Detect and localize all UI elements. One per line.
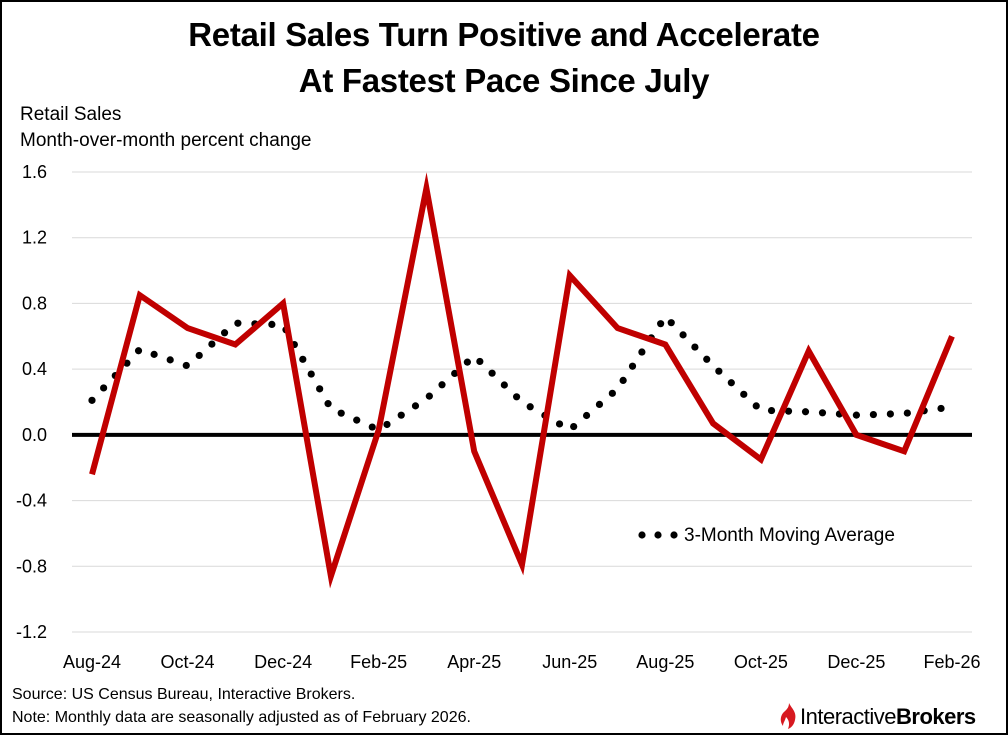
- moving-average-point: [582, 411, 591, 420]
- moving-average-point: [208, 340, 216, 348]
- moving-average-point: [657, 320, 665, 328]
- moving-average-point: [852, 411, 861, 419]
- moving-average-point: [679, 331, 687, 339]
- moving-average-point: [703, 355, 711, 363]
- moving-average-point: [353, 416, 361, 424]
- moving-average-point: [619, 376, 627, 384]
- moving-average-point: [752, 402, 760, 410]
- x-tick-label: Feb-26: [923, 652, 980, 672]
- chart-title-line-1: Retail Sales Turn Positive and Accelerat…: [188, 16, 820, 53]
- y-tick-label: 0.0: [22, 425, 47, 445]
- moving-average-point: [818, 409, 827, 417]
- moving-average-point: [937, 404, 945, 413]
- moving-average-point: [555, 420, 564, 428]
- moving-average-point: [512, 393, 521, 401]
- y-tick-label: -0.8: [16, 556, 47, 576]
- legend-marker-dot: [670, 531, 678, 539]
- source-note: Source: US Census Bureau, Interactive Br…: [12, 686, 356, 703]
- moving-average-point: [476, 357, 484, 366]
- moving-average-point: [182, 361, 190, 370]
- retail-sales-line: [89, 172, 955, 589]
- x-tick-label: Oct-25: [734, 652, 788, 672]
- moving-average-point: [451, 369, 459, 378]
- moving-average-point: [425, 392, 433, 400]
- x-tick-label: Apr-25: [447, 652, 501, 672]
- moving-average-point: [500, 381, 508, 389]
- logo-word-1: Interactive: [800, 704, 897, 729]
- moving-average-point: [150, 350, 158, 358]
- x-tick-label: Dec-25: [827, 652, 885, 672]
- moving-average-point: [903, 409, 911, 417]
- y-tick-label: -0.4: [16, 491, 47, 511]
- moving-average-point: [316, 385, 324, 393]
- y-axis-label: Retail Sales: [20, 104, 122, 125]
- moving-average-point: [740, 390, 748, 398]
- moving-average-point: [234, 319, 242, 327]
- flame-icon: [780, 703, 796, 729]
- moving-average-point: [595, 400, 604, 409]
- moving-average-point: [166, 356, 174, 364]
- moving-average-point: [886, 410, 894, 418]
- moving-average-point: [638, 348, 646, 356]
- y-tick-label: 1.6: [22, 162, 47, 182]
- logo-wordmark: InteractiveBrokers: [800, 704, 976, 730]
- moving-average-point: [526, 403, 534, 411]
- moving-average-point: [691, 343, 699, 351]
- y-axis-sublabel: Month-over-month percent change: [20, 130, 312, 151]
- moving-average-point: [411, 402, 420, 410]
- moving-average-point: [368, 423, 376, 431]
- legend-marker-dot: [654, 531, 662, 539]
- moving-average-point: [438, 381, 446, 389]
- moving-average-point: [88, 396, 96, 404]
- moving-average-point: [667, 319, 675, 327]
- x-tick-label: Oct-24: [161, 652, 215, 672]
- moving-average-point: [628, 362, 637, 370]
- moving-average-point: [100, 384, 108, 392]
- moving-average-point: [307, 370, 315, 378]
- moving-average-point: [488, 369, 496, 377]
- x-tick-label: Aug-25: [636, 652, 694, 672]
- moving-average-point: [397, 411, 405, 419]
- x-tick-label: Aug-24: [63, 652, 121, 672]
- chart-title-line-2: At Fastest Pace Since July: [298, 62, 710, 99]
- moving-average-point: [220, 329, 229, 337]
- data-note: Note: Monthly data are seasonally adjust…: [12, 709, 471, 726]
- legend-marker-dot: [638, 531, 646, 539]
- y-tick-label: 0.4: [22, 359, 47, 379]
- line-chart: 1.6 1.2 0.8 0.4 0.0 -0.4 -0.8 -1.2 Aug-24 Oct-24 D…: [16, 162, 981, 672]
- moving-average-point: [767, 406, 776, 415]
- moving-average-point: [801, 408, 810, 416]
- logo-word-2: Brokers: [896, 704, 976, 729]
- moving-average-point: [337, 409, 345, 417]
- moving-average-point: [869, 410, 877, 419]
- moving-average-point: [383, 420, 391, 429]
- moving-average-point: [268, 320, 276, 328]
- moving-average-point: [324, 400, 332, 408]
- moving-average-point: [299, 355, 307, 363]
- moving-average-point: [195, 351, 203, 360]
- y-tick-label: -1.2: [16, 622, 47, 642]
- y-tick-label: 0.8: [22, 293, 47, 313]
- x-tick-label: Jun-25: [542, 652, 597, 672]
- y-tick-label: 1.2: [22, 228, 47, 248]
- moving-average-point: [608, 389, 616, 397]
- moving-average-point: [134, 347, 143, 355]
- x-tick-label: Dec-24: [254, 652, 312, 672]
- legend-label: 3-Month Moving Average: [684, 525, 895, 546]
- moving-average-point: [784, 407, 793, 415]
- moving-average-point: [727, 379, 735, 387]
- moving-average-point: [463, 358, 471, 366]
- moving-average-point: [715, 367, 723, 375]
- x-tick-label: Feb-25: [350, 652, 407, 672]
- moving-average-point: [570, 422, 578, 431]
